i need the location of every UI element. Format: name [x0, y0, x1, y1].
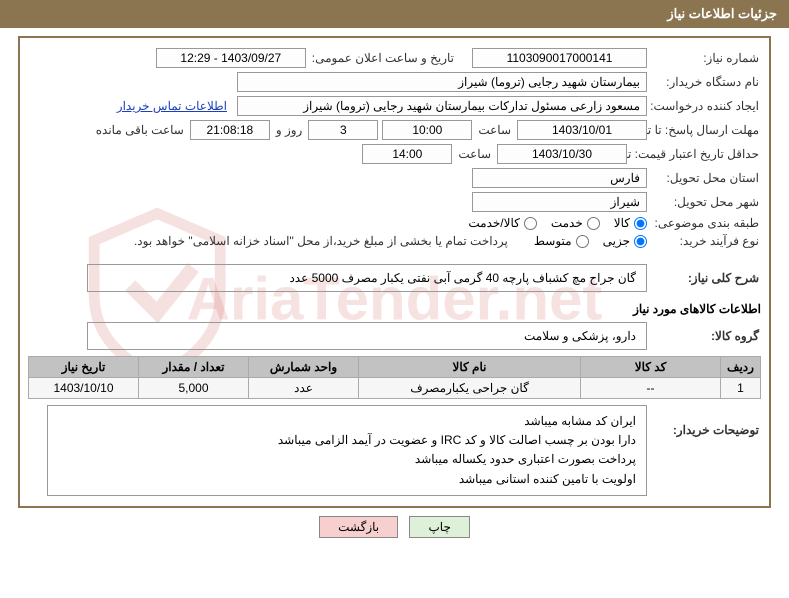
field-reply-date: 1403/10/01: [517, 120, 647, 140]
buyer-contact-link[interactable]: اطلاعات تماس خریدار: [117, 99, 227, 113]
label-need-summary: شرح کلی نیاز:: [651, 271, 761, 285]
table-col-5: تاریخ نیاز: [29, 357, 139, 378]
goods-group-text: دارو، پزشکی و سلامت: [524, 329, 636, 343]
radio-goods[interactable]: کالا: [614, 216, 647, 230]
payment-note: پرداخت تمام یا بخشی از مبلغ خرید،از محل …: [132, 234, 510, 248]
table-row: 1--گان جراحی یکبارمصرفعدد5,0001403/10/10: [29, 378, 761, 399]
label-requester: ایجاد کننده درخواست:: [651, 99, 761, 113]
field-reply-hour: 10:00: [382, 120, 472, 140]
label-price-validity: حداقل تاریخ اعتبار قیمت: تا تاریخ:: [631, 147, 761, 161]
radio-medium-input[interactable]: [576, 235, 589, 248]
label-hour-2: ساعت: [456, 147, 493, 161]
label-need-no: شماره نیاز:: [651, 51, 761, 65]
radio-service-input[interactable]: [587, 217, 600, 230]
table-col-1: کد کالا: [581, 357, 721, 378]
field-city: شیراز: [472, 192, 647, 212]
buyer-note-line: پرداخت بصورت اعتباری حدود یکساله میباشد: [58, 450, 636, 469]
label-buyer-org: نام دستگاه خریدار:: [651, 75, 761, 89]
label-buy-process: نوع فرآیند خرید:: [651, 234, 761, 248]
field-public-datetime: 1403/09/27 - 12:29: [156, 48, 306, 68]
table-col-4: تعداد / مقدار: [139, 357, 249, 378]
label-goods-group: گروه کالا:: [651, 329, 761, 343]
label-days-and: روز و: [274, 123, 305, 137]
goods-group-box: دارو، پزشکی و سلامت: [87, 322, 647, 350]
section-goods-info: اطلاعات کالاهای مورد نیاز: [28, 302, 761, 316]
table-col-3: واحد شمارش: [249, 357, 359, 378]
radio-goods-input[interactable]: [634, 217, 647, 230]
label-subject-class: طبقه بندی موضوعی:: [651, 216, 761, 230]
subject-radio-group: کالا خدمت کالا/خدمت: [468, 216, 647, 230]
table-header-row: ردیفکد کالانام کالاواحد شمارشتعداد / مقد…: [29, 357, 761, 378]
table-col-0: ردیف: [721, 357, 761, 378]
table-col-2: نام کالا: [359, 357, 581, 378]
radio-minor-input[interactable]: [634, 235, 647, 248]
field-province: فارس: [472, 168, 647, 188]
label-hour-1: ساعت: [476, 123, 513, 137]
details-frame: شماره نیاز: 1103090017000141 تاریخ و ساع…: [18, 36, 771, 508]
process-radio-group: جزیی متوسط: [534, 234, 647, 248]
buyer-notes-box: ایران کد مشابه میباشددارا بودن بر چسب اص…: [47, 405, 647, 496]
field-remaining-days: 3: [308, 120, 378, 140]
label-buyer-notes: توضیحات خریدار:: [651, 405, 761, 437]
radio-goods-service-input[interactable]: [524, 217, 537, 230]
field-price-validity-date: 1403/10/30: [497, 144, 627, 164]
panel-header: جزئیات اطلاعات نیاز: [0, 0, 789, 28]
buyer-note-line: دارا بودن بر چسب اصالت کالا و کد IRC و ع…: [58, 431, 636, 450]
buyer-note-line: اولویت با تامین کننده استانی میباشد: [58, 470, 636, 489]
radio-goods-service[interactable]: کالا/خدمت: [468, 216, 536, 230]
field-buyer-org: بیمارستان شهید رجایی (تروما) شیراز: [237, 72, 647, 92]
label-remaining: ساعت باقی مانده: [94, 123, 186, 137]
field-need-no: 1103090017000141: [472, 48, 647, 68]
need-summary-box: گان جراح مچ کشباف پارچه 40 گرمی آبی نفتی…: [87, 264, 647, 292]
field-requester: مسعود زارعی مسئول تدارکات بیمارستان شهید…: [237, 96, 647, 116]
radio-service[interactable]: خدمت: [551, 216, 600, 230]
panel-title: جزئیات اطلاعات نیاز: [667, 6, 777, 21]
radio-medium[interactable]: متوسط: [534, 234, 589, 248]
field-price-validity-hour: 14:00: [362, 144, 452, 164]
goods-table: ردیفکد کالانام کالاواحد شمارشتعداد / مقد…: [28, 356, 761, 399]
label-delivery-city: شهر محل تحویل:: [651, 195, 761, 209]
need-summary-text: گان جراح مچ کشباف پارچه 40 گرمی آبی نفتی…: [289, 271, 636, 285]
radio-minor[interactable]: جزیی: [603, 234, 647, 248]
button-row: چاپ بازگشت: [0, 516, 789, 538]
field-remaining-time: 21:08:18: [190, 120, 270, 140]
buyer-note-line: ایران کد مشابه میباشد: [58, 412, 636, 431]
print-button[interactable]: چاپ: [409, 516, 469, 538]
label-public-datetime: تاریخ و ساعت اعلان عمومی:: [310, 51, 456, 65]
label-reply-deadline: مهلت ارسال پاسخ: تا تاریخ:: [651, 123, 761, 137]
table-body: 1--گان جراحی یکبارمصرفعدد5,0001403/10/10: [29, 378, 761, 399]
back-button[interactable]: بازگشت: [319, 516, 398, 538]
label-delivery-province: استان محل تحویل:: [651, 171, 761, 185]
